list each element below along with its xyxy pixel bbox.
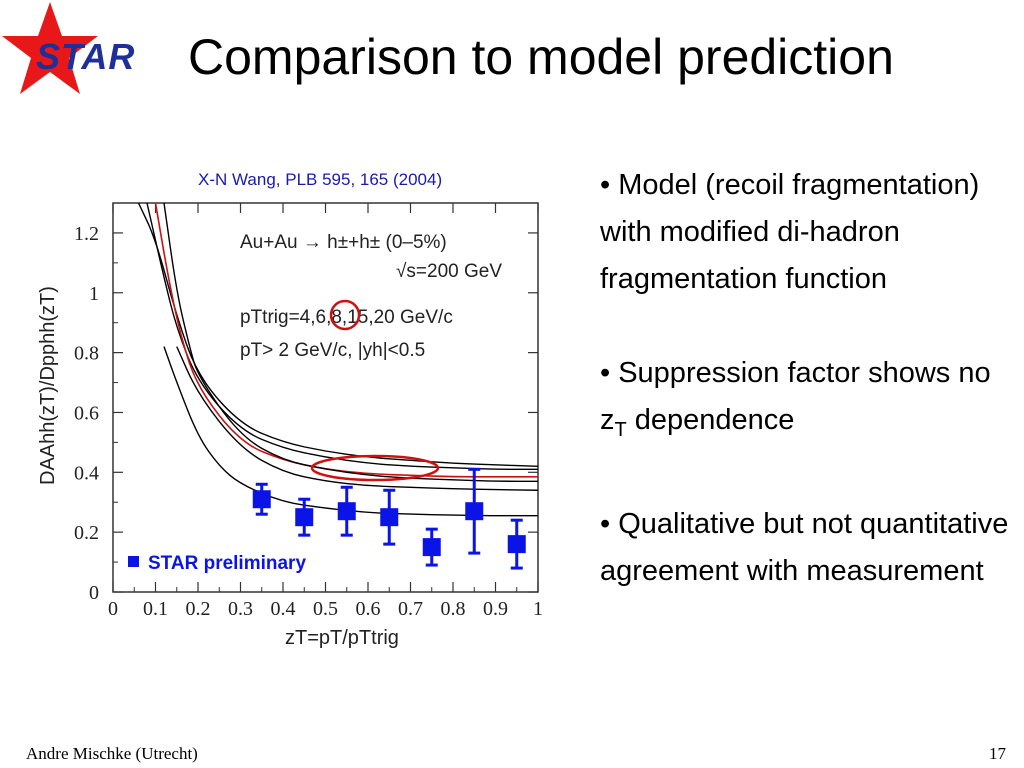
- bullet-suppression: • Suppression factor shows no zT depende…: [600, 350, 1010, 454]
- model-curve-5: [176, 346, 539, 491]
- logo-text: STAR: [36, 36, 136, 77]
- bullet-suppression-subscript: T: [614, 418, 627, 441]
- y-tick-label: 0.4: [74, 462, 99, 484]
- y-tick-label: 1.2: [74, 223, 99, 245]
- legend-label: STAR preliminary: [148, 553, 306, 574]
- data-point: [422, 538, 441, 557]
- model-curve-1: [137, 202, 539, 468]
- page-number: 17: [989, 744, 1006, 763]
- footer-author: Andre Mischke (Utrecht): [26, 744, 198, 763]
- y-tick-label: 0.6: [74, 402, 99, 424]
- x-tick-label: 0.7: [398, 598, 423, 620]
- x-tick-label: 0.8: [441, 598, 466, 620]
- y-axis-label: DAAhh(zT)/Dpphh(zT): [37, 286, 59, 485]
- x-tick-label: 0: [108, 598, 118, 620]
- data-point: [295, 508, 314, 527]
- tick-labels: 0 0.1 0.2 0.3 0.4 0.5 0.6 0.7 0.8 0.9 1 0 0.2 0.4 0.6 0…: [74, 223, 543, 620]
- x-tick-label: 0.6: [356, 598, 381, 620]
- x-tick-label: 0.9: [483, 598, 508, 620]
- bullet-suppression-text: • Suppression factor shows no z: [600, 357, 991, 436]
- plot-frame: [112, 202, 539, 593]
- x-tick-label: 0.3: [228, 598, 253, 620]
- highlight-ellipse-curve: [310, 454, 440, 482]
- page-title: Comparison to model prediction: [188, 29, 894, 85]
- y-tick-label: 0.8: [74, 343, 99, 365]
- x-tick-label: 0.4: [271, 598, 296, 620]
- x-tick-label: 0.2: [186, 598, 211, 620]
- data-points: [252, 467, 526, 570]
- bullet-model: • Model (recoil fragmentation) with modi…: [600, 169, 980, 295]
- data-point: [337, 502, 356, 521]
- bullet-agreement: • Qualitative but not quantitative agree…: [600, 507, 1009, 587]
- y-tick-label: 0: [89, 582, 99, 604]
- model-curve-6: [163, 346, 538, 517]
- star-logo-icon: [2, 2, 98, 94]
- data-point: [380, 508, 399, 527]
- x-tick-label: 0.5: [313, 598, 338, 620]
- star-logo: STAR: [0, 0, 160, 100]
- x-axis-label: zT=pT/pTtrig: [285, 627, 399, 649]
- bullet-list: • Model (recoil fragmentation) with modi…: [600, 162, 1010, 595]
- annotation-ptrig: pTtrig=4,6,8,15,20 GeV/c: [240, 307, 453, 328]
- y-tick-label: 0.2: [74, 522, 99, 544]
- annotation-pt-cut: pT> 2 GeV/c, |yh|<0.5: [240, 340, 425, 361]
- annotation-system: Au+Au → h±+h± (0–5%): [240, 232, 447, 253]
- model-curves: [137, 202, 539, 517]
- model-curve-4: [163, 202, 538, 482]
- data-point: [465, 502, 484, 521]
- legend-marker: [128, 556, 139, 567]
- bullet-suppression-tail: dependence: [626, 404, 795, 436]
- data-point: [252, 490, 271, 509]
- annotation-energy: √s=200 GeV: [396, 261, 502, 282]
- citation: X-N Wang, PLB 595, 165 (2004): [198, 170, 443, 189]
- highlight-circle-ptrig: [329, 299, 361, 331]
- chart: 0 0.1 0.2 0.3 0.4 0.5 0.6 0.7 0.8 0.9 1 0 0.2 0.4 0.6 0…: [37, 202, 543, 649]
- y-tick-label: 1: [89, 283, 99, 305]
- x-tick-label: 0.1: [143, 598, 168, 620]
- x-tick-label: 1: [533, 598, 543, 620]
- data-point: [507, 535, 526, 554]
